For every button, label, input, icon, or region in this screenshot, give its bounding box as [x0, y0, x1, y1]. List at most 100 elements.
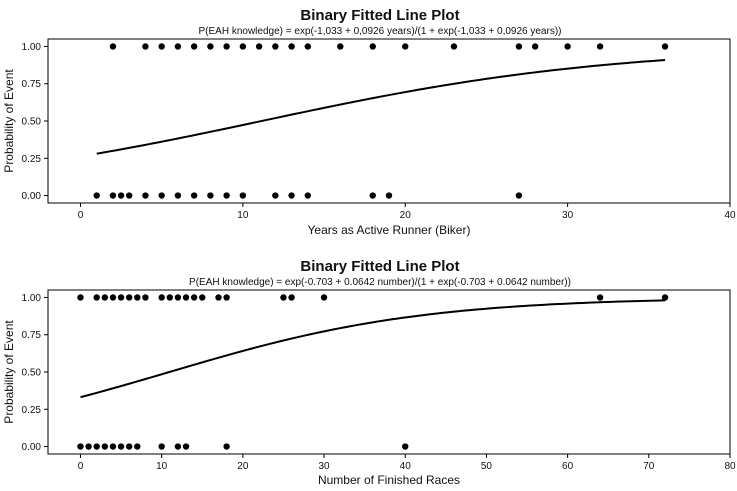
data-point: [223, 294, 230, 301]
data-point: [207, 43, 214, 50]
data-point: [215, 294, 222, 301]
data-point: [117, 443, 125, 450]
data-point: [288, 43, 295, 50]
data-point: [304, 192, 312, 199]
chart-subtitle: P(EAH knowledge) = exp(-1,033 + 0,0926 y…: [199, 26, 562, 37]
chart-subtitle: P(EAH knowledge) = exp(-0.703 + 0.0642 n…: [189, 277, 571, 288]
data-point: [125, 443, 133, 450]
data-point: [125, 192, 133, 199]
y-axis: 0.00 0.25 0.50 0.75 1.00: [22, 293, 48, 453]
fitted-line: [80, 299, 666, 399]
data-point: [402, 43, 409, 50]
y-tick-label: 0.25: [22, 154, 42, 165]
chart-title: Binary Fitted Line Plot: [300, 258, 459, 275]
data-point: [109, 294, 117, 301]
x-tick-label: 40: [724, 210, 736, 221]
data-point: [223, 43, 230, 50]
data-point: [369, 192, 376, 199]
data-point: [101, 443, 109, 450]
chart-title: Binary Fitted Line Plot: [300, 7, 459, 24]
data-point: [190, 192, 198, 199]
data-point: [304, 43, 312, 50]
data-point: [109, 43, 117, 50]
data-point: [280, 294, 287, 301]
data-point: [93, 443, 100, 450]
data-point: [239, 43, 247, 50]
data-point: [117, 192, 125, 199]
x-tick-label: 20: [400, 210, 412, 221]
data-point: [515, 43, 523, 50]
x-tick-label: 10: [237, 210, 249, 221]
data-point: [272, 192, 279, 199]
x-tick-label: 30: [562, 210, 574, 221]
x-tick-label: 0: [78, 210, 84, 221]
data-point: [158, 294, 165, 301]
y-tick-label: 0.50: [22, 117, 42, 128]
data-point: [531, 43, 539, 50]
x-tick-label: 30: [318, 461, 330, 472]
x-tick-label: 0: [78, 461, 84, 472]
y-axis: 0.00 0.25 0.50 0.75 1.00: [22, 42, 48, 202]
y-tick-label: 1.00: [22, 42, 42, 53]
data-point: [142, 192, 149, 199]
y-tick-label: 1.00: [22, 293, 42, 304]
x-axis: 0 10 20 30 40 50 60 70 80: [78, 454, 736, 472]
data-points: [77, 294, 669, 450]
x-tick-label: 70: [643, 461, 655, 472]
data-point: [134, 294, 141, 301]
plot-frame: [47, 289, 731, 455]
data-point: [190, 294, 198, 301]
x-tick-label: 50: [481, 461, 493, 472]
data-point: [142, 294, 149, 301]
data-point: [320, 294, 328, 301]
data-point: [182, 294, 190, 301]
data-points: [93, 43, 669, 199]
data-point: [85, 443, 92, 450]
y-axis-label: Probability of Event: [2, 69, 16, 173]
data-point: [596, 294, 604, 301]
x-axis-label: Number of Finished Races: [318, 473, 460, 487]
data-point: [239, 192, 247, 199]
data-point: [158, 443, 165, 450]
y-tick-label: 0.00: [22, 442, 42, 453]
data-point: [158, 192, 165, 199]
data-point: [337, 43, 344, 50]
data-point: [450, 43, 458, 50]
data-point: [142, 43, 149, 50]
x-axis-label: Years as Active Runner (Biker): [308, 223, 471, 237]
data-point: [125, 294, 133, 301]
data-point: [174, 294, 182, 301]
data-point: [101, 294, 109, 301]
data-point: [402, 443, 409, 450]
y-axis-label: Probability of Event: [2, 320, 16, 424]
plot-years-as-active-runner: Binary Fitted Line Plot P(EAH knowledge)…: [2, 7, 736, 237]
x-tick-label: 60: [562, 461, 574, 472]
data-point: [182, 443, 190, 450]
data-point: [369, 43, 376, 50]
data-point: [190, 43, 198, 50]
data-point: [93, 192, 100, 199]
data-point: [207, 192, 214, 199]
y-tick-label: 0.75: [22, 330, 42, 341]
data-point: [77, 294, 84, 301]
data-point: [661, 43, 669, 50]
y-tick-label: 0.00: [22, 191, 42, 202]
x-tick-label: 40: [400, 461, 412, 472]
data-point: [223, 192, 230, 199]
data-point: [255, 43, 263, 50]
data-point: [272, 43, 279, 50]
data-point: [158, 43, 165, 50]
plot-number-of-finished-races: Binary Fitted Line Plot P(EAH knowledge)…: [2, 258, 736, 487]
x-tick-label: 10: [156, 461, 168, 472]
data-point: [385, 192, 393, 199]
data-point: [223, 443, 230, 450]
data-point: [117, 294, 125, 301]
data-point: [109, 192, 117, 199]
x-tick-label: 20: [237, 461, 249, 472]
data-point: [288, 294, 295, 301]
data-point: [515, 192, 523, 199]
data-point: [109, 443, 117, 450]
x-axis: 0 10 20 30 40: [78, 203, 736, 221]
data-point: [596, 43, 604, 50]
